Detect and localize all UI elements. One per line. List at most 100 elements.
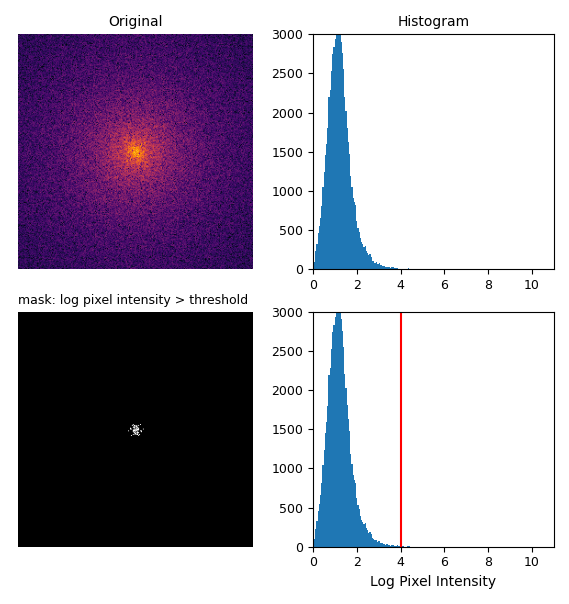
Bar [323, 464, 324, 547]
Bar [336, 306, 337, 547]
Bar [331, 349, 332, 547]
Bar [332, 54, 333, 269]
Bar [343, 347, 344, 547]
Bar [384, 544, 385, 547]
Bar [386, 267, 387, 269]
Bar [347, 405, 348, 547]
Bar [358, 509, 360, 547]
Bar [372, 538, 373, 547]
Bar [353, 198, 354, 269]
Bar [329, 90, 331, 269]
Bar [357, 228, 358, 269]
Bar [321, 483, 323, 547]
Bar [370, 535, 372, 547]
Bar [323, 187, 324, 269]
Bar [350, 176, 352, 269]
Bar [373, 539, 374, 547]
X-axis label: Log Pixel Intensity: Log Pixel Intensity [370, 575, 497, 589]
Bar [354, 480, 355, 547]
Bar [326, 422, 327, 547]
Bar [365, 246, 366, 269]
Bar [319, 504, 320, 547]
Bar [314, 262, 315, 269]
Bar [360, 516, 361, 547]
Bar [336, 28, 337, 269]
Bar [356, 498, 357, 547]
Bar [380, 265, 382, 269]
Bar [376, 540, 377, 547]
Bar [337, 308, 338, 547]
Bar [385, 267, 386, 269]
Bar [325, 432, 326, 547]
Bar [328, 375, 329, 547]
Title: Histogram: Histogram [397, 15, 469, 29]
Bar [339, 308, 340, 547]
Bar [377, 542, 378, 547]
Bar [338, 309, 339, 547]
Bar [397, 268, 398, 269]
Bar [344, 374, 345, 547]
Bar [391, 267, 393, 269]
Bar [389, 545, 390, 547]
Bar [340, 319, 342, 547]
Bar [327, 406, 328, 547]
Bar [345, 388, 347, 547]
Bar [361, 242, 362, 269]
Bar [357, 505, 358, 547]
Bar [353, 475, 354, 547]
Bar [349, 154, 350, 269]
Bar [379, 263, 380, 269]
Bar [367, 530, 368, 547]
Bar [360, 238, 361, 269]
Bar [345, 111, 347, 269]
Bar [383, 266, 384, 269]
Bar [382, 266, 383, 269]
Bar [384, 266, 385, 269]
Bar [326, 144, 327, 269]
Bar [387, 545, 389, 547]
Bar [398, 546, 399, 547]
Bar [395, 268, 396, 269]
Bar [324, 449, 325, 547]
Bar [320, 217, 321, 269]
Bar [369, 254, 370, 269]
Bar [314, 539, 315, 547]
Bar [315, 528, 316, 547]
Bar [342, 53, 343, 269]
Bar [339, 31, 340, 269]
Bar [344, 97, 345, 269]
Bar [315, 251, 316, 269]
Bar [327, 129, 328, 269]
Bar [342, 330, 343, 547]
Bar [399, 546, 401, 547]
Bar [352, 464, 353, 547]
Bar [349, 431, 350, 547]
Bar [397, 545, 398, 547]
Bar [391, 545, 393, 547]
Bar [343, 69, 344, 269]
Bar [383, 544, 384, 547]
Bar [408, 268, 409, 269]
Bar [378, 541, 379, 547]
Bar [333, 48, 335, 269]
Bar [408, 546, 409, 547]
Bar [354, 202, 355, 269]
Bar [373, 262, 374, 269]
Bar [370, 257, 372, 269]
Bar [318, 511, 319, 547]
Bar [328, 97, 329, 269]
Bar [390, 546, 391, 547]
Bar [355, 483, 356, 547]
Bar [348, 141, 349, 269]
Bar [356, 221, 357, 269]
Bar [313, 544, 314, 547]
Bar [372, 261, 373, 269]
Bar [390, 268, 391, 269]
Bar [395, 546, 396, 547]
Bar [365, 523, 366, 547]
Bar [329, 368, 331, 547]
Bar [393, 545, 394, 547]
Bar [385, 545, 386, 547]
Bar [333, 325, 335, 547]
Bar [338, 31, 339, 269]
